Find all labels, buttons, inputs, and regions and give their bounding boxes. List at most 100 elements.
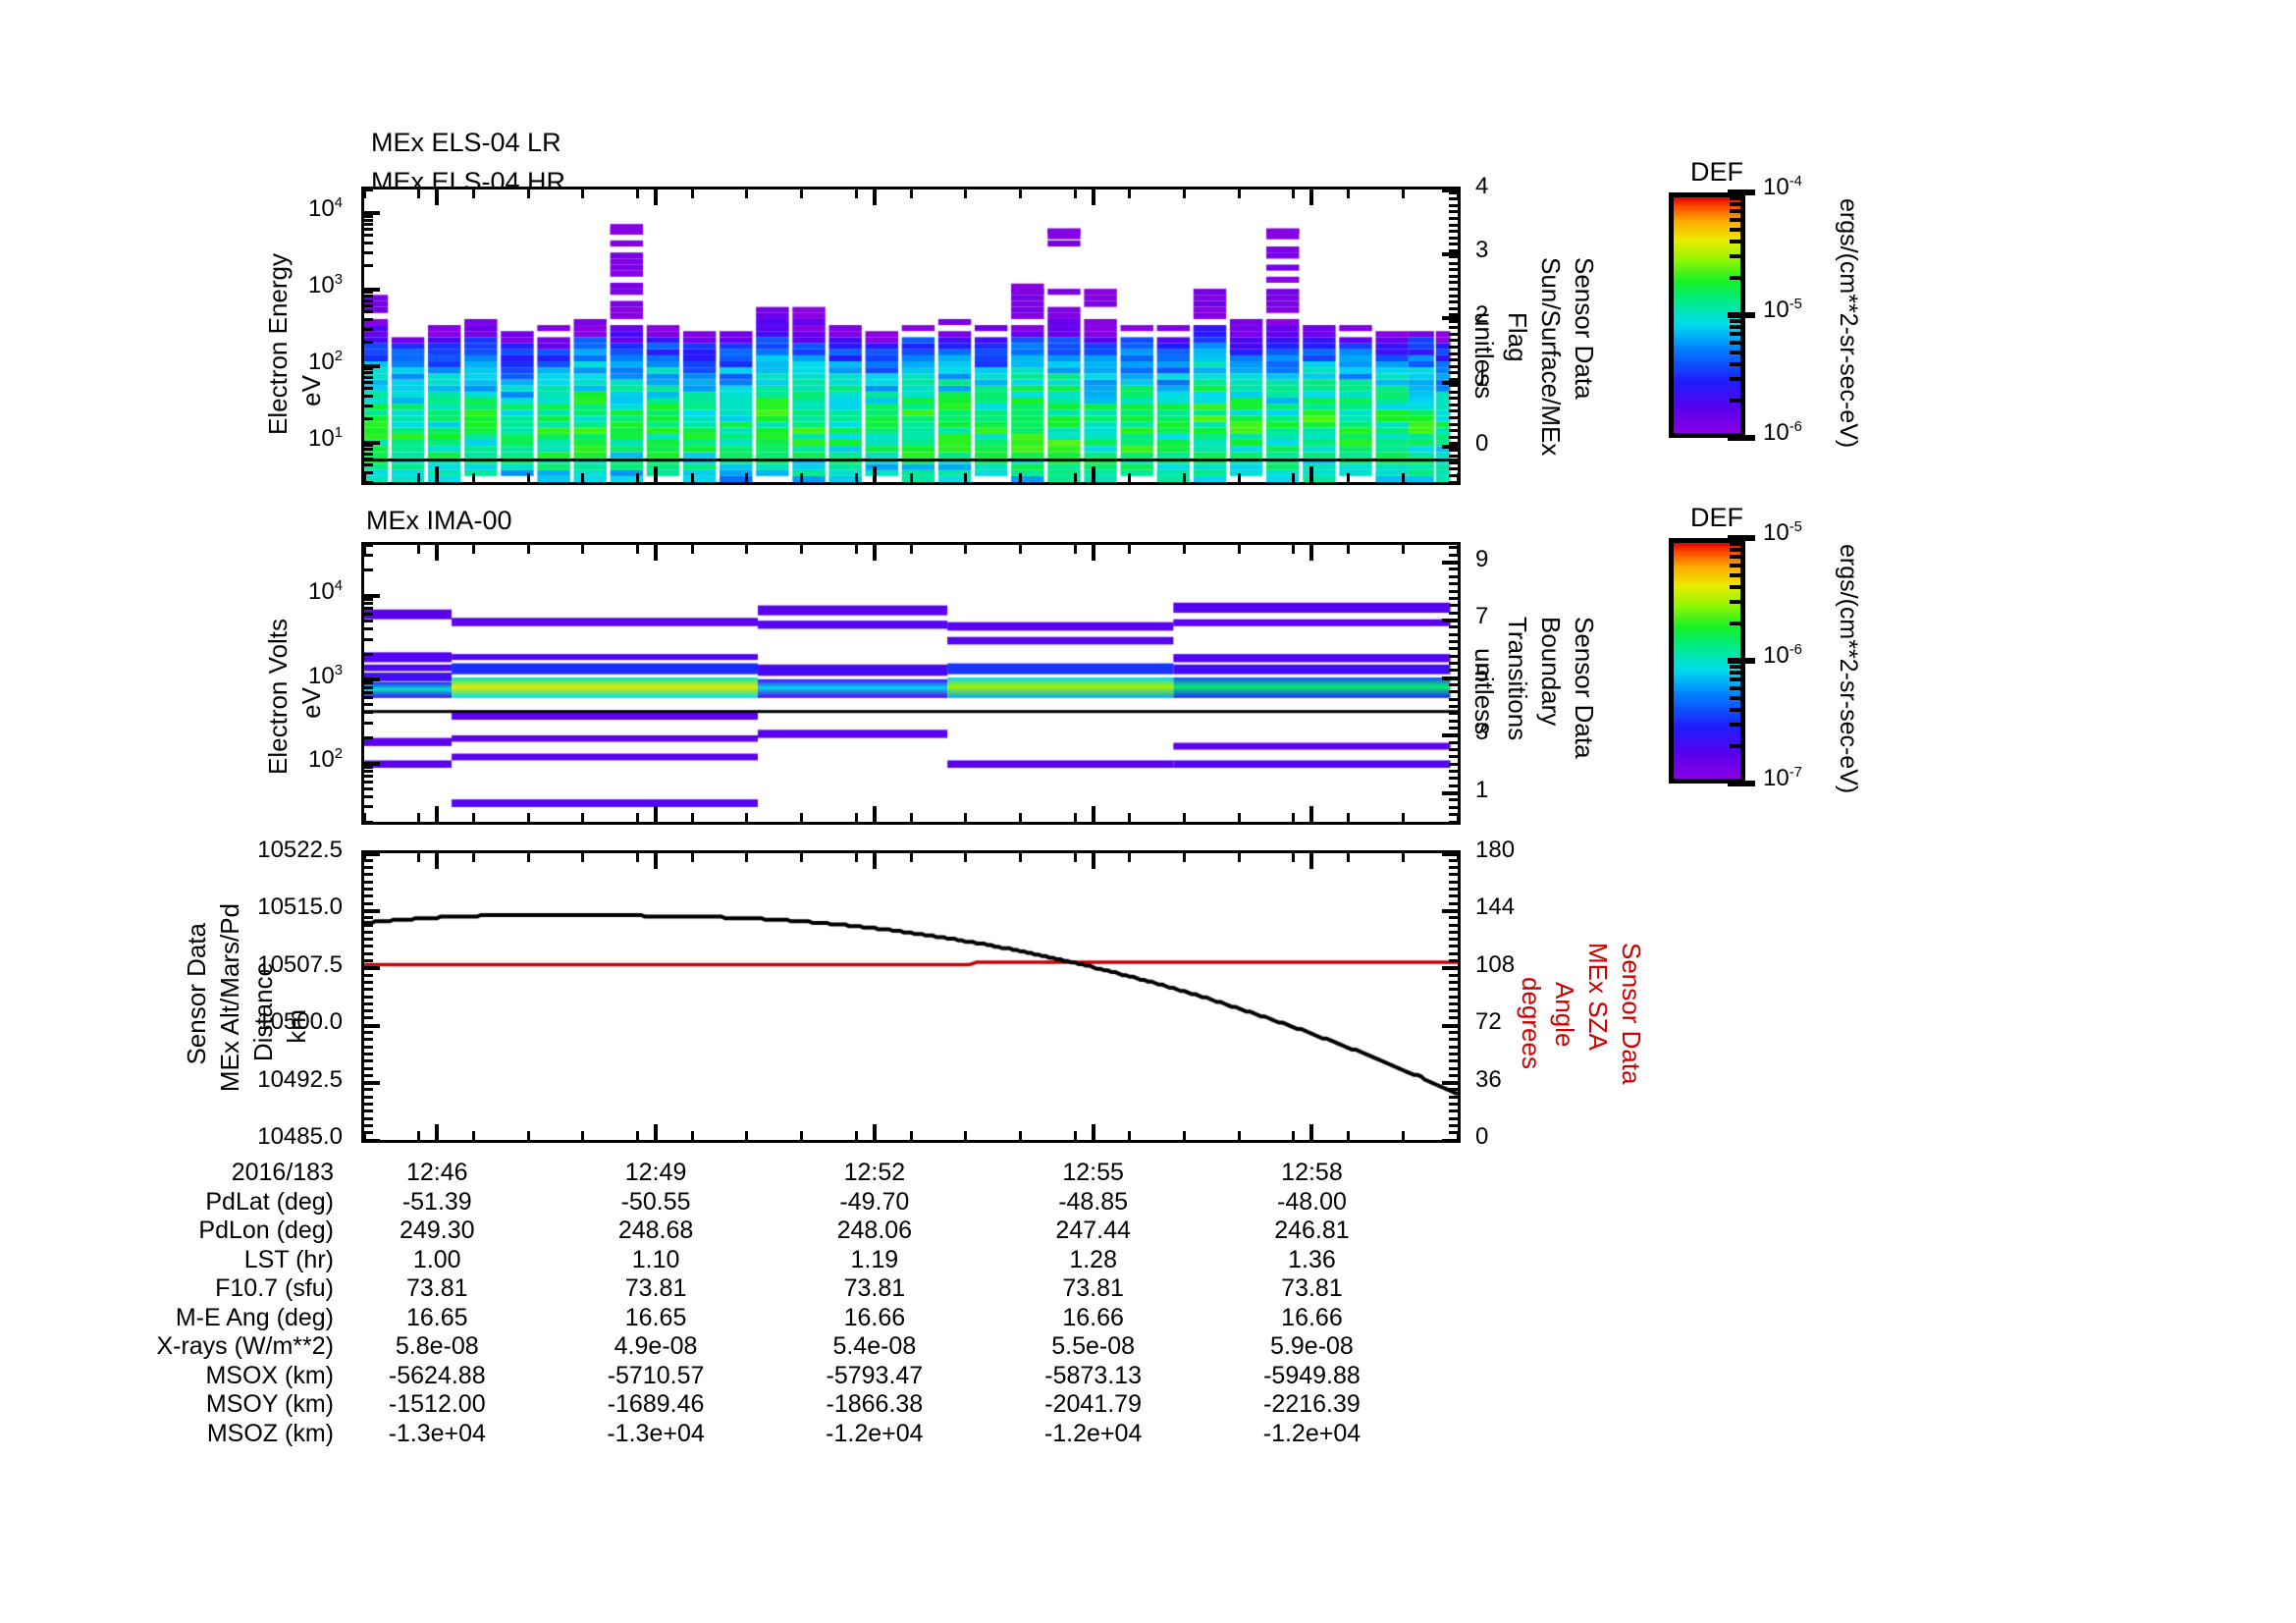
x-minor-tick-bottom (800, 473, 804, 482)
y-minor-tick-right (1449, 654, 1458, 658)
x-minor-tick-top (636, 545, 639, 554)
y-tick-right (1442, 791, 1458, 796)
y-minor-tick-right (1449, 959, 1458, 962)
x-minor-tick-bottom (636, 1131, 639, 1140)
els-ylabel-right-line2: Sun/Surface/MEx (1536, 257, 1566, 457)
y-minor-tick-right (1449, 1109, 1458, 1113)
y-minor-tick-left (364, 250, 373, 254)
x-tick-top (872, 189, 877, 205)
y-minor-tick-right (1449, 574, 1458, 578)
y-minor-tick-left (364, 894, 373, 898)
x-minor-tick-top (1128, 853, 1132, 862)
x-minor-tick-bottom (636, 813, 639, 822)
colorbar-major-tick (1728, 435, 1755, 441)
sza-ylabel-right-line4: degrees (1517, 977, 1546, 1069)
table-cell: -5624.88 (388, 1361, 486, 1389)
colorbar-ticklabel: 10-4 (1763, 174, 1802, 200)
table-row-label: PdLon (deg) (198, 1217, 334, 1244)
x-minor-tick-bottom (362, 473, 366, 482)
table-cell: -1.2e+04 (1262, 1419, 1362, 1447)
y-tick-left (364, 210, 380, 215)
colorbar-ticklabel: 10-5 (1763, 519, 1802, 546)
y-ticklabel-right: 2 (1475, 300, 1489, 328)
sza-ylabel-right-line2: MEx SZA (1583, 943, 1613, 1051)
table-row-label: X-rays (W/m**2) (156, 1332, 334, 1360)
y-minor-tick-right (1449, 966, 1458, 970)
x-minor-tick-bottom (964, 1131, 968, 1140)
y-minor-tick-left (364, 228, 373, 232)
x-minor-tick-bottom (800, 1131, 804, 1140)
y-ticklabel-left: 103 (308, 272, 343, 299)
y-minor-tick-right (1449, 923, 1458, 927)
y-minor-tick-right (1449, 248, 1458, 252)
y-ticklabel-right: 0 (1475, 429, 1489, 457)
x-minor-tick-top (745, 853, 749, 862)
colorbar-minor-tick (1730, 361, 1745, 366)
x-minor-tick-top (909, 853, 913, 862)
x-minor-tick-bottom (1183, 813, 1186, 822)
x-tick-top (1091, 853, 1095, 869)
y-minor-tick-right (1449, 281, 1458, 285)
x-minor-tick-top (362, 189, 366, 198)
y-minor-tick-right (1449, 784, 1458, 787)
els-ylabel-right-line1: Sensor Data (1570, 257, 1599, 400)
x-tick-bottom (1091, 1124, 1095, 1140)
x-tick-top (654, 189, 659, 205)
y-minor-tick-right (1449, 1123, 1458, 1127)
table-cell: -2041.79 (1044, 1390, 1142, 1418)
x-minor-tick-top (800, 853, 804, 862)
y-minor-tick-left (364, 775, 373, 779)
x-minor-tick-top (854, 853, 858, 862)
y-minor-tick-right (1449, 1088, 1458, 1092)
y-minor-tick-left (364, 866, 373, 870)
table-row-label: MSOZ (km) (206, 1419, 334, 1447)
x-tick-top (1309, 189, 1314, 205)
y-minor-tick-left (364, 304, 373, 308)
x-minor-tick-top (854, 189, 858, 198)
colorbar-minor-tick (1730, 340, 1745, 345)
x-tick-bottom (1091, 466, 1095, 482)
y-minor-tick-left (364, 310, 373, 314)
y-minor-tick-left (364, 945, 373, 948)
x-minor-tick-bottom (690, 473, 694, 482)
y-minor-tick-right (1449, 1073, 1458, 1077)
x-minor-tick-top (1018, 189, 1022, 198)
x-minor-tick-top (1183, 545, 1186, 554)
table-cell: -1689.46 (607, 1390, 705, 1418)
x-tick-bottom (654, 1124, 659, 1140)
y-minor-tick-left (364, 1023, 373, 1027)
x-minor-tick-top (636, 189, 639, 198)
table-cell: -5949.88 (1263, 1361, 1361, 1389)
x-minor-tick-bottom (581, 473, 585, 482)
x-tick-top (1309, 853, 1314, 869)
y-minor-tick-right (1449, 719, 1458, 723)
y-tick-right (1442, 733, 1458, 738)
y-minor-tick-right (1449, 682, 1458, 686)
colorbar-ticklabel: 10-5 (1763, 297, 1802, 323)
y-minor-tick-right (1449, 467, 1458, 471)
x-minor-tick-top (1401, 189, 1405, 198)
x-minor-tick-top (1347, 545, 1351, 554)
x-minor-tick-bottom (745, 813, 749, 822)
y-tick-right (1442, 676, 1458, 680)
x-tick-top (872, 545, 877, 561)
x-minor-tick-top (1292, 545, 1296, 554)
table-cell: -5793.47 (826, 1361, 924, 1389)
y-minor-tick-right (1449, 1009, 1458, 1013)
y-minor-tick-left (364, 858, 373, 862)
y-minor-tick-left (364, 703, 373, 707)
y-minor-tick-right (1449, 727, 1458, 730)
x-minor-tick-bottom (690, 813, 694, 822)
x-minor-tick-bottom (636, 473, 639, 482)
y-minor-tick-left (364, 685, 373, 689)
ima-ylabel-left-line2: eV (296, 687, 326, 719)
table-cell: 73.81 (843, 1274, 906, 1302)
x-tick-top (435, 853, 440, 869)
y-minor-tick-right (1449, 230, 1458, 234)
table-cell: 73.81 (1062, 1274, 1124, 1302)
x-tick-bottom (654, 466, 659, 482)
x-minor-tick-bottom (690, 1131, 694, 1140)
x-tick-bottom (654, 806, 659, 822)
y-minor-tick-left (364, 1116, 373, 1120)
y-minor-tick-right (1449, 268, 1458, 272)
